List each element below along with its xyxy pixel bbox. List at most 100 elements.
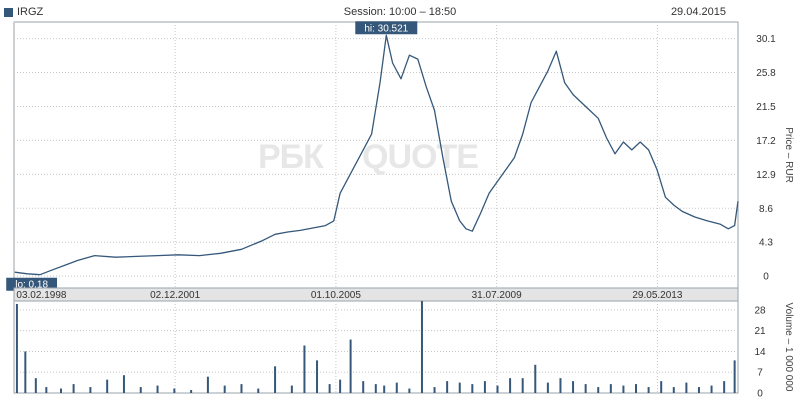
date-label: 29.04.2015 (670, 6, 726, 18)
volume-y-tick-label: 28 (754, 305, 766, 316)
volume-bar (362, 381, 365, 393)
volume-bar (635, 384, 638, 393)
volume-y-tick-label: 7 (757, 368, 763, 379)
x-tick-label: 02.12.2001 (150, 290, 200, 301)
volume-bar (433, 387, 436, 393)
volume-bar (383, 385, 386, 393)
volume-bar (572, 381, 575, 393)
volume-bar (190, 390, 193, 393)
x-tick-label: 29.05.2013 (632, 290, 682, 301)
volume-bar (660, 381, 663, 393)
volume-bar (496, 385, 499, 393)
volume-panel-frame (13, 300, 739, 394)
x-tick-label: 01.10.2005 (311, 290, 361, 301)
volume-bar (328, 384, 331, 393)
volume-bar (223, 385, 226, 393)
volume-bar (139, 387, 142, 393)
volume-series (15, 301, 736, 393)
volume-bar (723, 381, 726, 393)
volume-bar (710, 385, 713, 393)
volume-y-axis: 0 7 14 21 28 (754, 305, 766, 399)
volume-bar (60, 388, 63, 393)
date-axis-strip (13, 287, 739, 302)
volume-bar (349, 339, 352, 393)
price-line (14, 34, 739, 276)
lo-annotation: lo: 0.18 (6, 277, 58, 291)
lo-annotation-bg (6, 277, 58, 291)
volume-bar (559, 378, 562, 393)
date-axis: 03.02.1998 02.12.2001 01.10.2005 31.07.2009… (16, 290, 682, 301)
volume-bar (534, 364, 537, 393)
price-y-tick-label: 0 (763, 272, 769, 283)
volume-bar (240, 384, 243, 393)
volume-bar (597, 387, 600, 393)
volume-bar (458, 382, 461, 393)
volume-bar (156, 385, 159, 393)
volume-bar (374, 384, 377, 393)
price-series (14, 34, 739, 276)
ticker-label: IRGZ (17, 6, 44, 18)
volume-bar (303, 345, 306, 393)
price-panel-frame (13, 21, 739, 289)
volume-bar (316, 360, 319, 393)
volume-bar (647, 387, 650, 393)
hi-annotation-bg (355, 21, 418, 35)
volume-bar (106, 379, 109, 393)
hi-annotation-text: hi: 30.521 (364, 23, 408, 34)
hi-annotation: hi: 30.521 (355, 21, 418, 35)
volume-bar (257, 388, 260, 393)
lo-annotation-text: lo: 0.18 (15, 280, 48, 291)
volume-bar (15, 303, 18, 393)
volume-bar (45, 387, 48, 393)
price-y-tick-label: 21.5 (756, 102, 776, 113)
volume-bar (509, 378, 512, 393)
volume-bar (408, 388, 411, 393)
price-y-tick-label: 25.8 (756, 68, 776, 79)
volume-bar (685, 382, 688, 393)
volume-bar (24, 351, 27, 393)
volume-bar (420, 301, 423, 393)
watermark-right: QUOTE (362, 138, 478, 176)
volume-bar (72, 384, 75, 393)
volume-bar (446, 381, 449, 393)
volume-bar (697, 387, 700, 393)
watermark-left: РБК (258, 138, 324, 176)
volume-bar (339, 379, 342, 393)
volume-y-tick-label: 14 (754, 347, 766, 358)
ticker-header: IRGZ (4, 6, 43, 18)
volume-bar (483, 381, 486, 393)
volume-bar (471, 384, 474, 393)
price-y-tick-label: 30.1 (756, 34, 776, 45)
volume-y-tick-label: 0 (757, 389, 763, 400)
volume-bar (395, 382, 398, 393)
price-grid (13, 22, 738, 288)
volume-bar (609, 384, 612, 393)
volume-bar (173, 388, 176, 393)
volume-y-tick-label: 21 (754, 326, 766, 337)
ticker-swatch-icon (4, 7, 13, 17)
price-y-tick-label: 12.9 (756, 170, 776, 181)
price-y-tick-label: 8.6 (759, 204, 773, 215)
volume-bar (290, 385, 293, 393)
volume-bar (122, 375, 125, 393)
volume-bar (206, 376, 209, 393)
volume-axis-title: Volume – 1 000 000 (783, 303, 794, 392)
price-y-tick-label: 17.2 (756, 136, 776, 147)
volume-bar (584, 384, 587, 393)
volume-bar (733, 360, 736, 393)
x-tick-label: 31.07.2009 (472, 290, 522, 301)
price-y-tick-label: 4.3 (759, 238, 773, 249)
volume-bar (274, 366, 277, 393)
volume-bar (672, 387, 675, 393)
volume-bar (546, 382, 549, 393)
x-tick-label: 03.02.1998 (16, 290, 66, 301)
price-y-axis: 0 4.3 8.6 12.9 17.2 21.5 25.8 30.1 (756, 34, 776, 283)
volume-bar (89, 387, 92, 393)
volume-bar (521, 378, 524, 393)
volume-bar (622, 385, 625, 393)
session-label: Session: 10:00 – 18:50 (343, 6, 457, 18)
volume-grid (13, 301, 738, 393)
price-axis-title: Price – RUR (783, 127, 794, 183)
volume-bar (34, 378, 37, 393)
